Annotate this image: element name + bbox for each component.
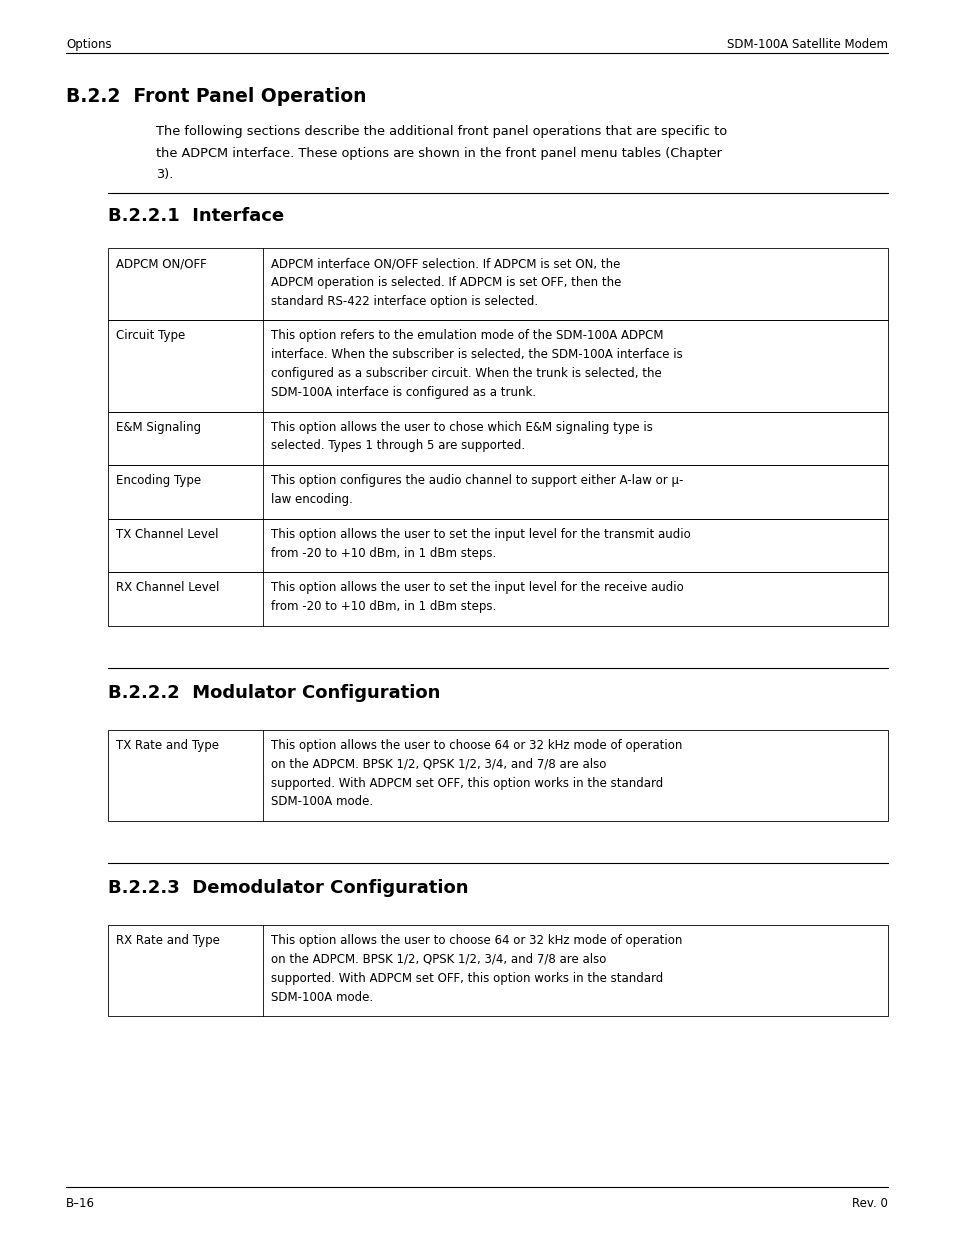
- Text: SDM-100A interface is configured as a trunk.: SDM-100A interface is configured as a tr…: [271, 385, 536, 399]
- Text: SDM-100A mode.: SDM-100A mode.: [271, 795, 373, 809]
- Text: the ADPCM interface. These options are shown in the front panel menu tables (Cha: the ADPCM interface. These options are s…: [156, 147, 721, 159]
- Text: 3).: 3).: [156, 168, 173, 182]
- Text: selected. Types 1 through 5 are supported.: selected. Types 1 through 5 are supporte…: [271, 440, 524, 452]
- Bar: [108, 925, 887, 1016]
- Text: supported. With ADPCM set OFF, this option works in the standard: supported. With ADPCM set OFF, this opti…: [271, 972, 662, 984]
- Text: B.2.2  Front Panel Operation: B.2.2 Front Panel Operation: [66, 86, 366, 106]
- Text: supported. With ADPCM set OFF, this option works in the standard: supported. With ADPCM set OFF, this opti…: [271, 777, 662, 789]
- Bar: [108, 466, 887, 519]
- Text: Encoding Type: Encoding Type: [116, 474, 201, 487]
- Text: E&M Signaling: E&M Signaling: [116, 421, 201, 433]
- Text: This option configures the audio channel to support either A-law or μ-: This option configures the audio channel…: [271, 474, 682, 487]
- Bar: [108, 730, 887, 821]
- Text: B.2.2.3  Demodulator Configuration: B.2.2.3 Demodulator Configuration: [108, 879, 468, 897]
- Bar: [108, 572, 887, 626]
- Text: interface. When the subscriber is selected, the SDM-100A interface is: interface. When the subscriber is select…: [271, 348, 682, 361]
- Bar: [108, 411, 887, 466]
- Bar: [108, 248, 887, 320]
- Text: ADPCM ON/OFF: ADPCM ON/OFF: [116, 257, 207, 270]
- Text: The following sections describe the additional front panel operations that are s: The following sections describe the addi…: [156, 125, 726, 138]
- Text: configured as a subscriber circuit. When the trunk is selected, the: configured as a subscriber circuit. When…: [271, 367, 661, 380]
- Text: from -20 to +10 dBm, in 1 dBm steps.: from -20 to +10 dBm, in 1 dBm steps.: [271, 600, 496, 614]
- Bar: [108, 320, 887, 411]
- Text: This option refers to the emulation mode of the SDM-100A ADPCM: This option refers to the emulation mode…: [271, 330, 662, 342]
- Text: TX Rate and Type: TX Rate and Type: [116, 739, 219, 752]
- Text: B–16: B–16: [66, 1197, 95, 1210]
- Text: law encoding.: law encoding.: [271, 493, 353, 506]
- Text: B.2.2.1  Interface: B.2.2.1 Interface: [108, 207, 284, 225]
- Text: TX Channel Level: TX Channel Level: [116, 527, 218, 541]
- Text: on the ADPCM. BPSK 1/2, QPSK 1/2, 3/4, and 7/8 are also: on the ADPCM. BPSK 1/2, QPSK 1/2, 3/4, a…: [271, 758, 606, 771]
- Text: SDM-100A mode.: SDM-100A mode.: [271, 990, 373, 1004]
- Text: B.2.2.2  Modulator Configuration: B.2.2.2 Modulator Configuration: [108, 684, 440, 701]
- Text: standard RS-422 interface option is selected.: standard RS-422 interface option is sele…: [271, 295, 537, 308]
- Text: This option allows the user to set the input level for the receive audio: This option allows the user to set the i…: [271, 582, 683, 594]
- Text: ADPCM interface ON/OFF selection. If ADPCM is set ON, the: ADPCM interface ON/OFF selection. If ADP…: [271, 257, 619, 270]
- Text: ADPCM operation is selected. If ADPCM is set OFF, then the: ADPCM operation is selected. If ADPCM is…: [271, 275, 620, 289]
- Text: from -20 to +10 dBm, in 1 dBm steps.: from -20 to +10 dBm, in 1 dBm steps.: [271, 547, 496, 559]
- Text: Rev. 0: Rev. 0: [851, 1197, 887, 1210]
- Text: RX Rate and Type: RX Rate and Type: [116, 934, 219, 947]
- Text: on the ADPCM. BPSK 1/2, QPSK 1/2, 3/4, and 7/8 are also: on the ADPCM. BPSK 1/2, QPSK 1/2, 3/4, a…: [271, 953, 606, 966]
- Text: This option allows the user to choose 64 or 32 kHz mode of operation: This option allows the user to choose 64…: [271, 739, 681, 752]
- Bar: [108, 519, 887, 572]
- Text: RX Channel Level: RX Channel Level: [116, 582, 219, 594]
- Text: This option allows the user to chose which E&M signaling type is: This option allows the user to chose whi…: [271, 421, 652, 433]
- Text: This option allows the user to set the input level for the transmit audio: This option allows the user to set the i…: [271, 527, 690, 541]
- Text: Options: Options: [66, 38, 112, 51]
- Text: This option allows the user to choose 64 or 32 kHz mode of operation: This option allows the user to choose 64…: [271, 934, 681, 947]
- Text: Circuit Type: Circuit Type: [116, 330, 185, 342]
- Text: SDM-100A Satellite Modem: SDM-100A Satellite Modem: [726, 38, 887, 51]
